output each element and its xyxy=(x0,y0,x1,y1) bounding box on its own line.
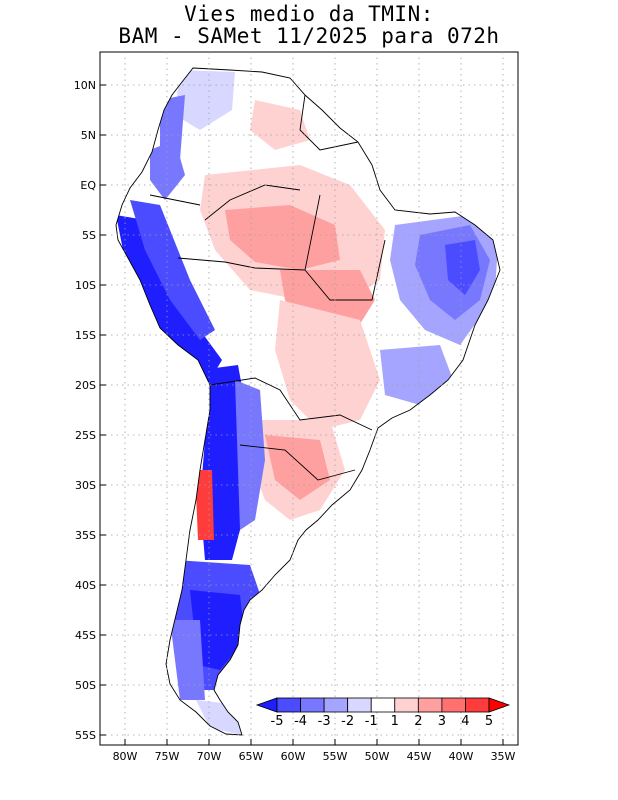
colorbar-label: -1 xyxy=(365,714,378,729)
colorbar-label: 1 xyxy=(391,714,399,729)
latitude-axis: 10N 5N EQ 5S 10S 15S 20S 25S 30S 35S 40S 45S 50S 55S xyxy=(74,79,106,742)
colorbar-label: -2 xyxy=(341,714,354,729)
lat-tick-label: 10S xyxy=(75,279,96,292)
graticule xyxy=(100,52,518,745)
lon-tick-label: 35W xyxy=(491,750,516,763)
colorbar-arrow-max xyxy=(488,697,511,713)
colorbar-label: 2 xyxy=(414,714,422,729)
lon-tick-label: 75W xyxy=(155,750,180,763)
lat-tick-label: 40S xyxy=(75,579,96,592)
lat-tick-label: EQ xyxy=(80,179,96,192)
colorbar-label: 4 xyxy=(461,714,469,729)
colorbar-segment xyxy=(323,697,349,713)
colorbar-segment xyxy=(276,697,301,713)
lon-tick-label: 70W xyxy=(197,750,222,763)
colorbar-segment xyxy=(465,697,490,713)
political-borders xyxy=(115,67,501,736)
lon-tick-label: 65W xyxy=(239,750,264,763)
colorbar-label: -4 xyxy=(294,714,307,729)
lat-tick-label: 45S xyxy=(75,629,96,642)
colorbar: -5 -4 -3 -2 -1 1 2 3 4 5 xyxy=(255,697,511,729)
colorbar-label: -3 xyxy=(318,714,331,729)
lon-tick-label: 55W xyxy=(323,750,348,763)
lat-tick-label: 35S xyxy=(75,529,96,542)
lat-tick-label: 20S xyxy=(75,379,96,392)
lon-tick-label: 80W xyxy=(113,750,138,763)
map-title-line2: BAM - SAMet 11/2025 para 072h xyxy=(118,24,500,48)
colorbar-segment xyxy=(300,697,325,713)
lat-tick-label: 15S xyxy=(75,329,96,342)
lon-tick-label: 45W xyxy=(407,750,432,763)
lat-tick-label: 25S xyxy=(75,429,96,442)
lat-tick-label: 30S xyxy=(75,479,96,492)
lon-tick-label: 60W xyxy=(281,750,306,763)
map-title-line1: Vies medio da TMIN: xyxy=(184,2,434,26)
lat-tick-label: 10N xyxy=(74,79,96,92)
longitude-axis: 80W 75W 70W 65W 60W 55W 50W 45W 40W 35W xyxy=(113,739,516,763)
colorbar-segment xyxy=(441,697,466,713)
colorbar-segment xyxy=(347,697,372,713)
lon-tick-label: 50W xyxy=(365,750,390,763)
lat-tick-label: 5N xyxy=(81,129,96,142)
lat-tick-label: 55S xyxy=(75,729,96,742)
colorbar-label: -5 xyxy=(271,714,284,729)
colorbar-label: 3 xyxy=(438,714,446,729)
lat-tick-label: 50S xyxy=(75,679,96,692)
colorbar-label: 5 xyxy=(485,714,493,729)
colorbar-segment xyxy=(370,697,396,713)
colorbar-segment xyxy=(417,697,443,713)
lon-tick-label: 40W xyxy=(449,750,474,763)
lat-tick-label: 5S xyxy=(82,229,96,242)
colorbar-segment xyxy=(394,697,419,713)
